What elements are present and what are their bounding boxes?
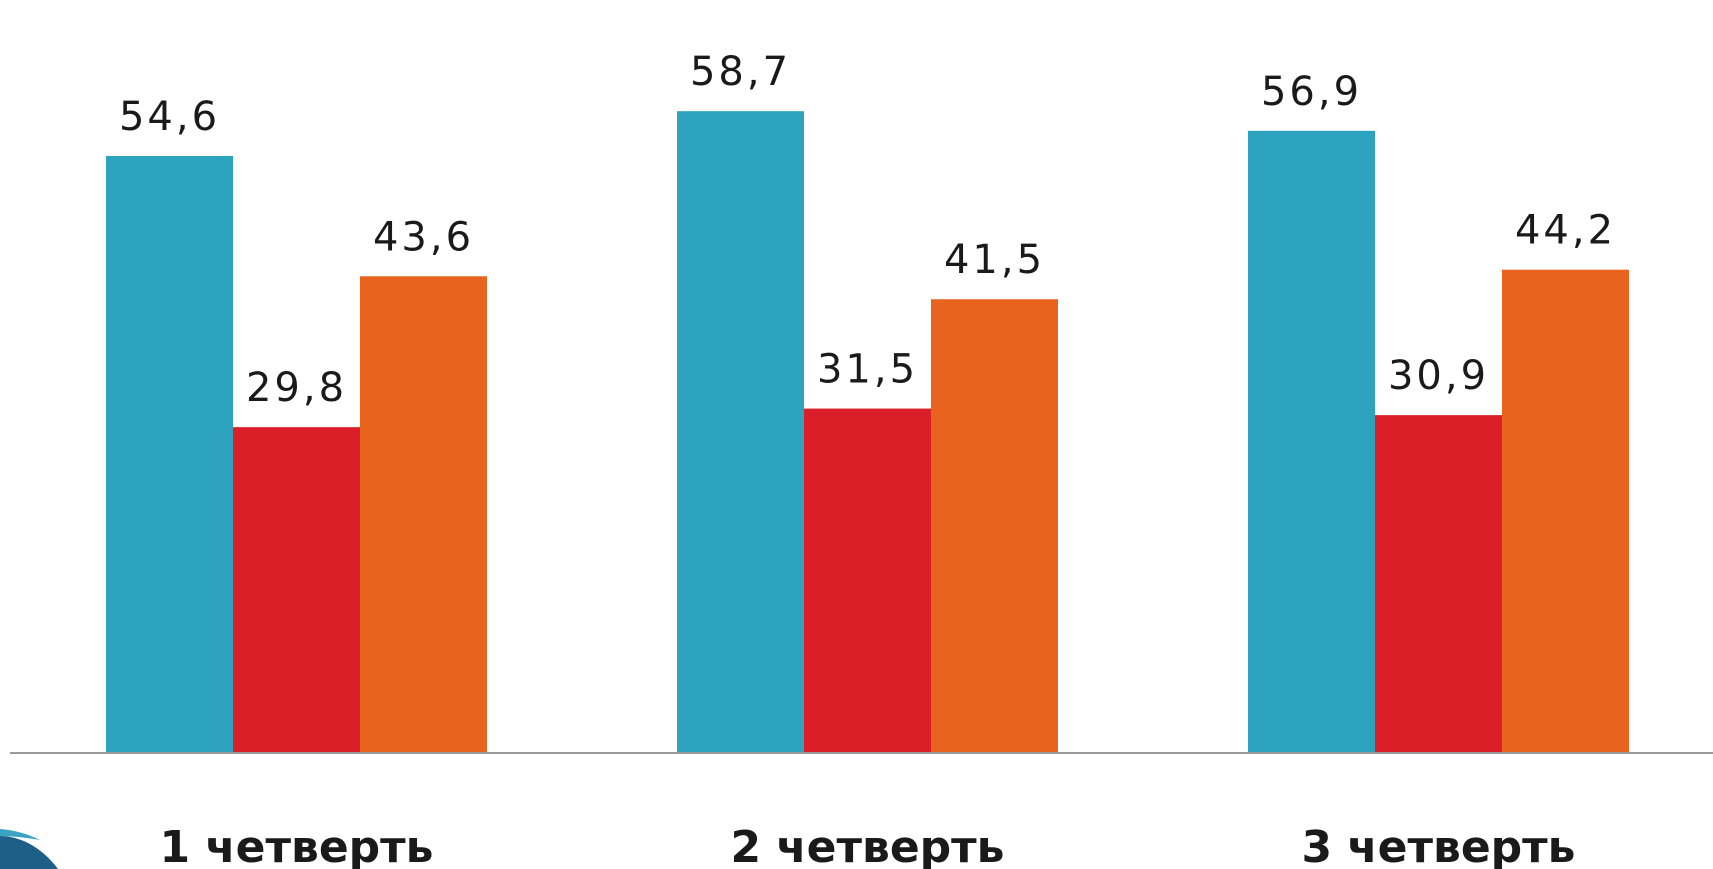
bar-3-series-2 (1375, 415, 1502, 753)
data-label-1-series-2: 29,8 (246, 365, 347, 411)
data-label-3-series-1: 56,9 (1261, 69, 1362, 115)
category-labels-layer: 1 четверть 2 четверть 3 четверть (160, 822, 1576, 869)
data-label-2-series-1: 58,7 (690, 49, 791, 95)
corner-swoosh-decoration (0, 836, 58, 869)
bars-layer (106, 111, 1629, 754)
bar-3-series-1 (1248, 130, 1375, 754)
bar-2-series-1 (677, 111, 804, 753)
bar-3-series-3 (1502, 269, 1629, 753)
corner-swoosh-highlight (0, 829, 40, 840)
data-label-3-series-3: 44,2 (1515, 208, 1616, 254)
bar-2-series-2 (804, 408, 931, 753)
bar-1-series-2 (233, 427, 360, 753)
category-label-1: 1 четверть (160, 822, 434, 869)
bar-1-series-1 (106, 155, 233, 753)
bar-2-series-3 (931, 299, 1058, 753)
data-label-1-series-1: 54,6 (119, 94, 220, 140)
data-label-1-series-3: 43,6 (373, 214, 474, 260)
data-label-2-series-3: 41,5 (944, 237, 1045, 283)
category-label-3: 3 четверть (1302, 822, 1576, 869)
value-labels-layer: 54,6 29,8 43,6 58,7 31,5 41,5 56,9 30,9 44,2 (119, 49, 1616, 411)
data-label-3-series-2: 30,9 (1388, 353, 1489, 399)
category-label-2: 2 четверть (731, 822, 1005, 869)
bar-1-series-3 (360, 276, 487, 753)
data-label-2-series-2: 31,5 (817, 347, 918, 393)
